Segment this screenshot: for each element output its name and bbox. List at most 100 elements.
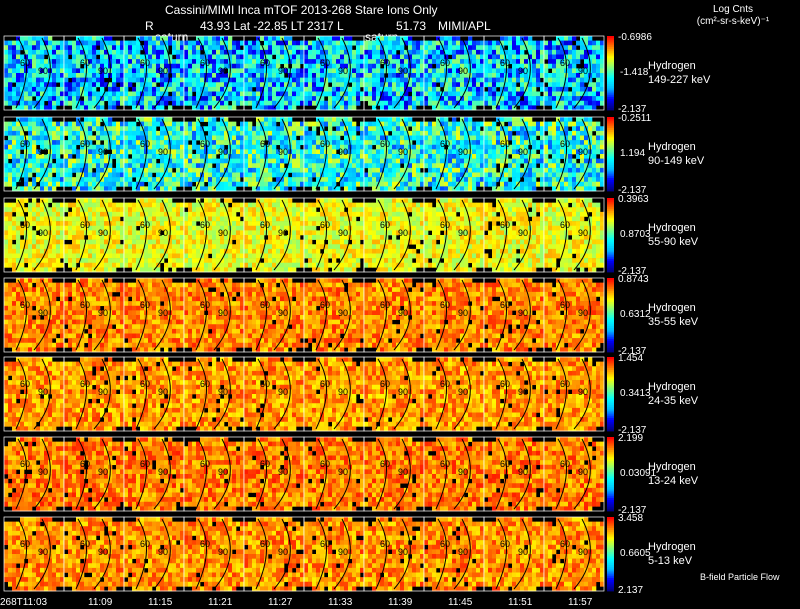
heatmap-cell [588, 117, 593, 122]
heatmap-cell [180, 40, 185, 46]
heatmap-cell [164, 172, 169, 178]
heatmap-cell [20, 54, 25, 60]
heatmap-cell [108, 163, 113, 169]
heatmap-cell [524, 130, 529, 136]
heatmap-cell [208, 36, 213, 41]
heatmap-cell [544, 140, 549, 146]
colorbar-step [607, 98, 614, 102]
heatmap-cell [600, 54, 605, 60]
heatmap-cell [452, 73, 457, 78]
heatmap-cell [452, 167, 457, 173]
heatmap-cell [20, 117, 25, 122]
heatmap-cell [252, 91, 257, 97]
heatmap-cell [316, 163, 321, 169]
heatmap-cell [212, 86, 217, 92]
heatmap-cell [472, 86, 477, 92]
heatmap-cell [120, 100, 125, 106]
heatmap-cell [512, 126, 517, 132]
heatmap-cell [156, 186, 161, 192]
heatmap-cell [532, 140, 537, 146]
heatmap-cell [128, 163, 133, 169]
heatmap-cell [152, 177, 157, 183]
heatmap-cell [136, 45, 141, 51]
heatmap-cell [356, 167, 361, 173]
heatmap-cell [300, 45, 305, 51]
heatmap-cell [192, 172, 197, 178]
heatmap-cell [156, 105, 161, 111]
heatmap-cell [160, 167, 165, 173]
heatmap-cell [416, 140, 421, 146]
heatmap-cell [4, 154, 9, 159]
heatmap-cell [572, 130, 577, 136]
heatmap-cell [456, 172, 461, 178]
heatmap-cell [52, 49, 57, 55]
heatmap-cell [88, 181, 93, 187]
heatmap-cell [384, 117, 389, 122]
heatmap-cell [596, 59, 601, 65]
heatmap-cell [476, 121, 481, 127]
colorbar-step [607, 165, 614, 168]
heatmap-cell [68, 144, 73, 150]
heatmap-cell [404, 163, 409, 169]
heatmap-cell [308, 63, 313, 69]
heatmap-cell [188, 91, 193, 97]
heatmap-cell [588, 167, 593, 173]
heatmap-cell [312, 167, 317, 173]
heatmap-cell [332, 40, 337, 46]
heatmap-cell [304, 167, 309, 173]
heatmap-cell [576, 68, 581, 74]
heatmap-cell [68, 258, 73, 264]
heatmap-cell [388, 100, 393, 106]
heatmap-cell [160, 86, 165, 92]
heatmap-cell [12, 244, 17, 250]
heatmap-cell [208, 140, 213, 146]
heatmap-cell [96, 154, 101, 159]
heatmap-cell [88, 186, 93, 192]
heatmap-cell [12, 248, 17, 254]
heatmap-cell [388, 73, 393, 78]
heatmap-cell [160, 82, 165, 88]
heatmap-cell [556, 63, 561, 69]
heatmap-cell [320, 158, 325, 164]
heatmap-cell [32, 135, 37, 141]
heatmap-cell [40, 73, 45, 78]
heatmap-cell [80, 82, 85, 88]
heatmap-cell [528, 130, 533, 136]
heatmap-cell [560, 73, 565, 78]
heatmap-cell [516, 96, 521, 102]
heatmap-cell [412, 163, 417, 169]
heatmap-cell [188, 181, 193, 187]
heatmap-cell [272, 96, 277, 102]
heatmap-cell [60, 100, 65, 106]
heatmap-cell [596, 172, 601, 178]
heatmap-cell [600, 82, 605, 88]
heatmap-cell [528, 167, 533, 173]
heatmap-cell [104, 253, 109, 259]
heatmap-cell [40, 186, 45, 192]
heatmap-cell [312, 181, 317, 187]
heatmap-cell [16, 235, 21, 240]
heatmap-cell [296, 49, 301, 55]
heatmap-cell [488, 149, 493, 155]
heatmap-cell [52, 86, 57, 92]
heatmap-cell [264, 86, 269, 92]
heatmap-cell [528, 49, 533, 55]
heatmap-cell [180, 177, 185, 183]
heatmap-cell [200, 144, 205, 150]
heatmap-cell [164, 177, 169, 183]
heatmap-cell [520, 68, 525, 74]
heatmap-cell [136, 135, 141, 141]
heatmap-cell [76, 258, 81, 264]
contour-label: 90 [98, 147, 108, 157]
heatmap-cell [300, 68, 305, 74]
heatmap-cell [108, 105, 113, 111]
heatmap-cell [440, 117, 445, 122]
heatmap-cell [436, 73, 441, 78]
heatmap-cell [416, 63, 421, 69]
heatmap-cell [420, 181, 425, 187]
heatmap-cell [484, 121, 489, 127]
heatmap-cell [20, 86, 25, 92]
heatmap-cell [444, 86, 449, 92]
heatmap-cell [144, 105, 149, 111]
heatmap-cell [360, 144, 365, 150]
